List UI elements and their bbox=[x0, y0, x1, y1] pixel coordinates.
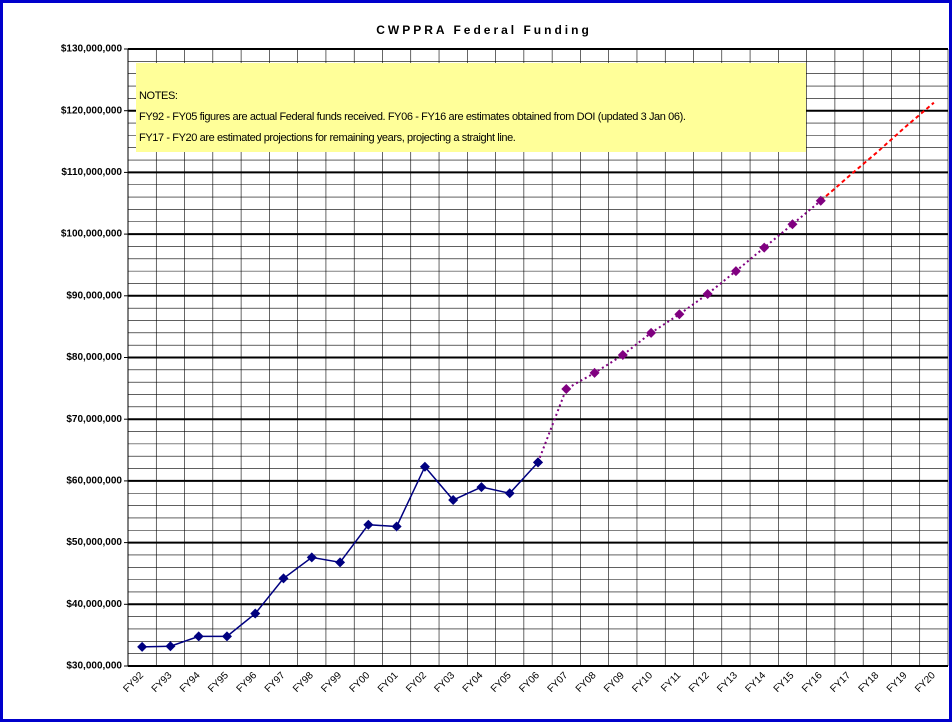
data-point bbox=[476, 482, 487, 493]
note-line: NOTES: bbox=[139, 90, 178, 102]
chart-title: CWPPRA Federal Funding bbox=[376, 23, 592, 37]
y-tick-label: $50,000,000 bbox=[66, 537, 122, 548]
y-tick-label: $30,000,000 bbox=[66, 661, 122, 672]
data-point bbox=[363, 519, 374, 530]
data-point bbox=[674, 309, 685, 320]
y-tick-label: $70,000,000 bbox=[66, 414, 122, 425]
data-point bbox=[617, 350, 628, 361]
y-tick-label: $100,000,000 bbox=[61, 229, 123, 240]
data-point bbox=[221, 631, 232, 642]
data-point bbox=[165, 641, 176, 652]
data-point bbox=[561, 383, 572, 394]
data-point bbox=[278, 573, 289, 584]
y-tick-label: $60,000,000 bbox=[66, 476, 122, 487]
y-tick-label: $40,000,000 bbox=[66, 599, 122, 610]
data-point bbox=[419, 461, 430, 472]
y-tick-label: $110,000,000 bbox=[61, 167, 122, 178]
y-tick-label: $80,000,000 bbox=[66, 352, 122, 363]
data-point bbox=[306, 552, 317, 563]
data-point bbox=[646, 327, 657, 338]
y-tick-label: $120,000,000 bbox=[61, 105, 123, 116]
data-point bbox=[448, 495, 459, 506]
note-line: FY92 - FY05 figures are actual Federal f… bbox=[139, 111, 686, 123]
data-point bbox=[533, 457, 543, 468]
data-point bbox=[250, 608, 261, 619]
notes-background bbox=[136, 63, 806, 152]
y-tick-label: $90,000,000 bbox=[66, 290, 122, 301]
data-point bbox=[730, 266, 741, 277]
data-point bbox=[815, 195, 826, 206]
data-point bbox=[391, 521, 402, 532]
data-point bbox=[193, 631, 204, 642]
data-point bbox=[759, 242, 770, 253]
data-point bbox=[787, 219, 798, 230]
y-tick-label: $130,000,000 bbox=[61, 44, 123, 55]
notes-box: NOTES: FY92 - FY05 figures are actual Fed… bbox=[136, 63, 806, 152]
data-point bbox=[702, 288, 713, 299]
data-point bbox=[335, 557, 346, 568]
series-line bbox=[537, 200, 822, 463]
note-line: FY17 - FY20 are estimated projections fo… bbox=[139, 132, 516, 144]
data-point bbox=[137, 641, 148, 652]
data-point bbox=[589, 367, 600, 378]
data-point bbox=[504, 488, 515, 499]
